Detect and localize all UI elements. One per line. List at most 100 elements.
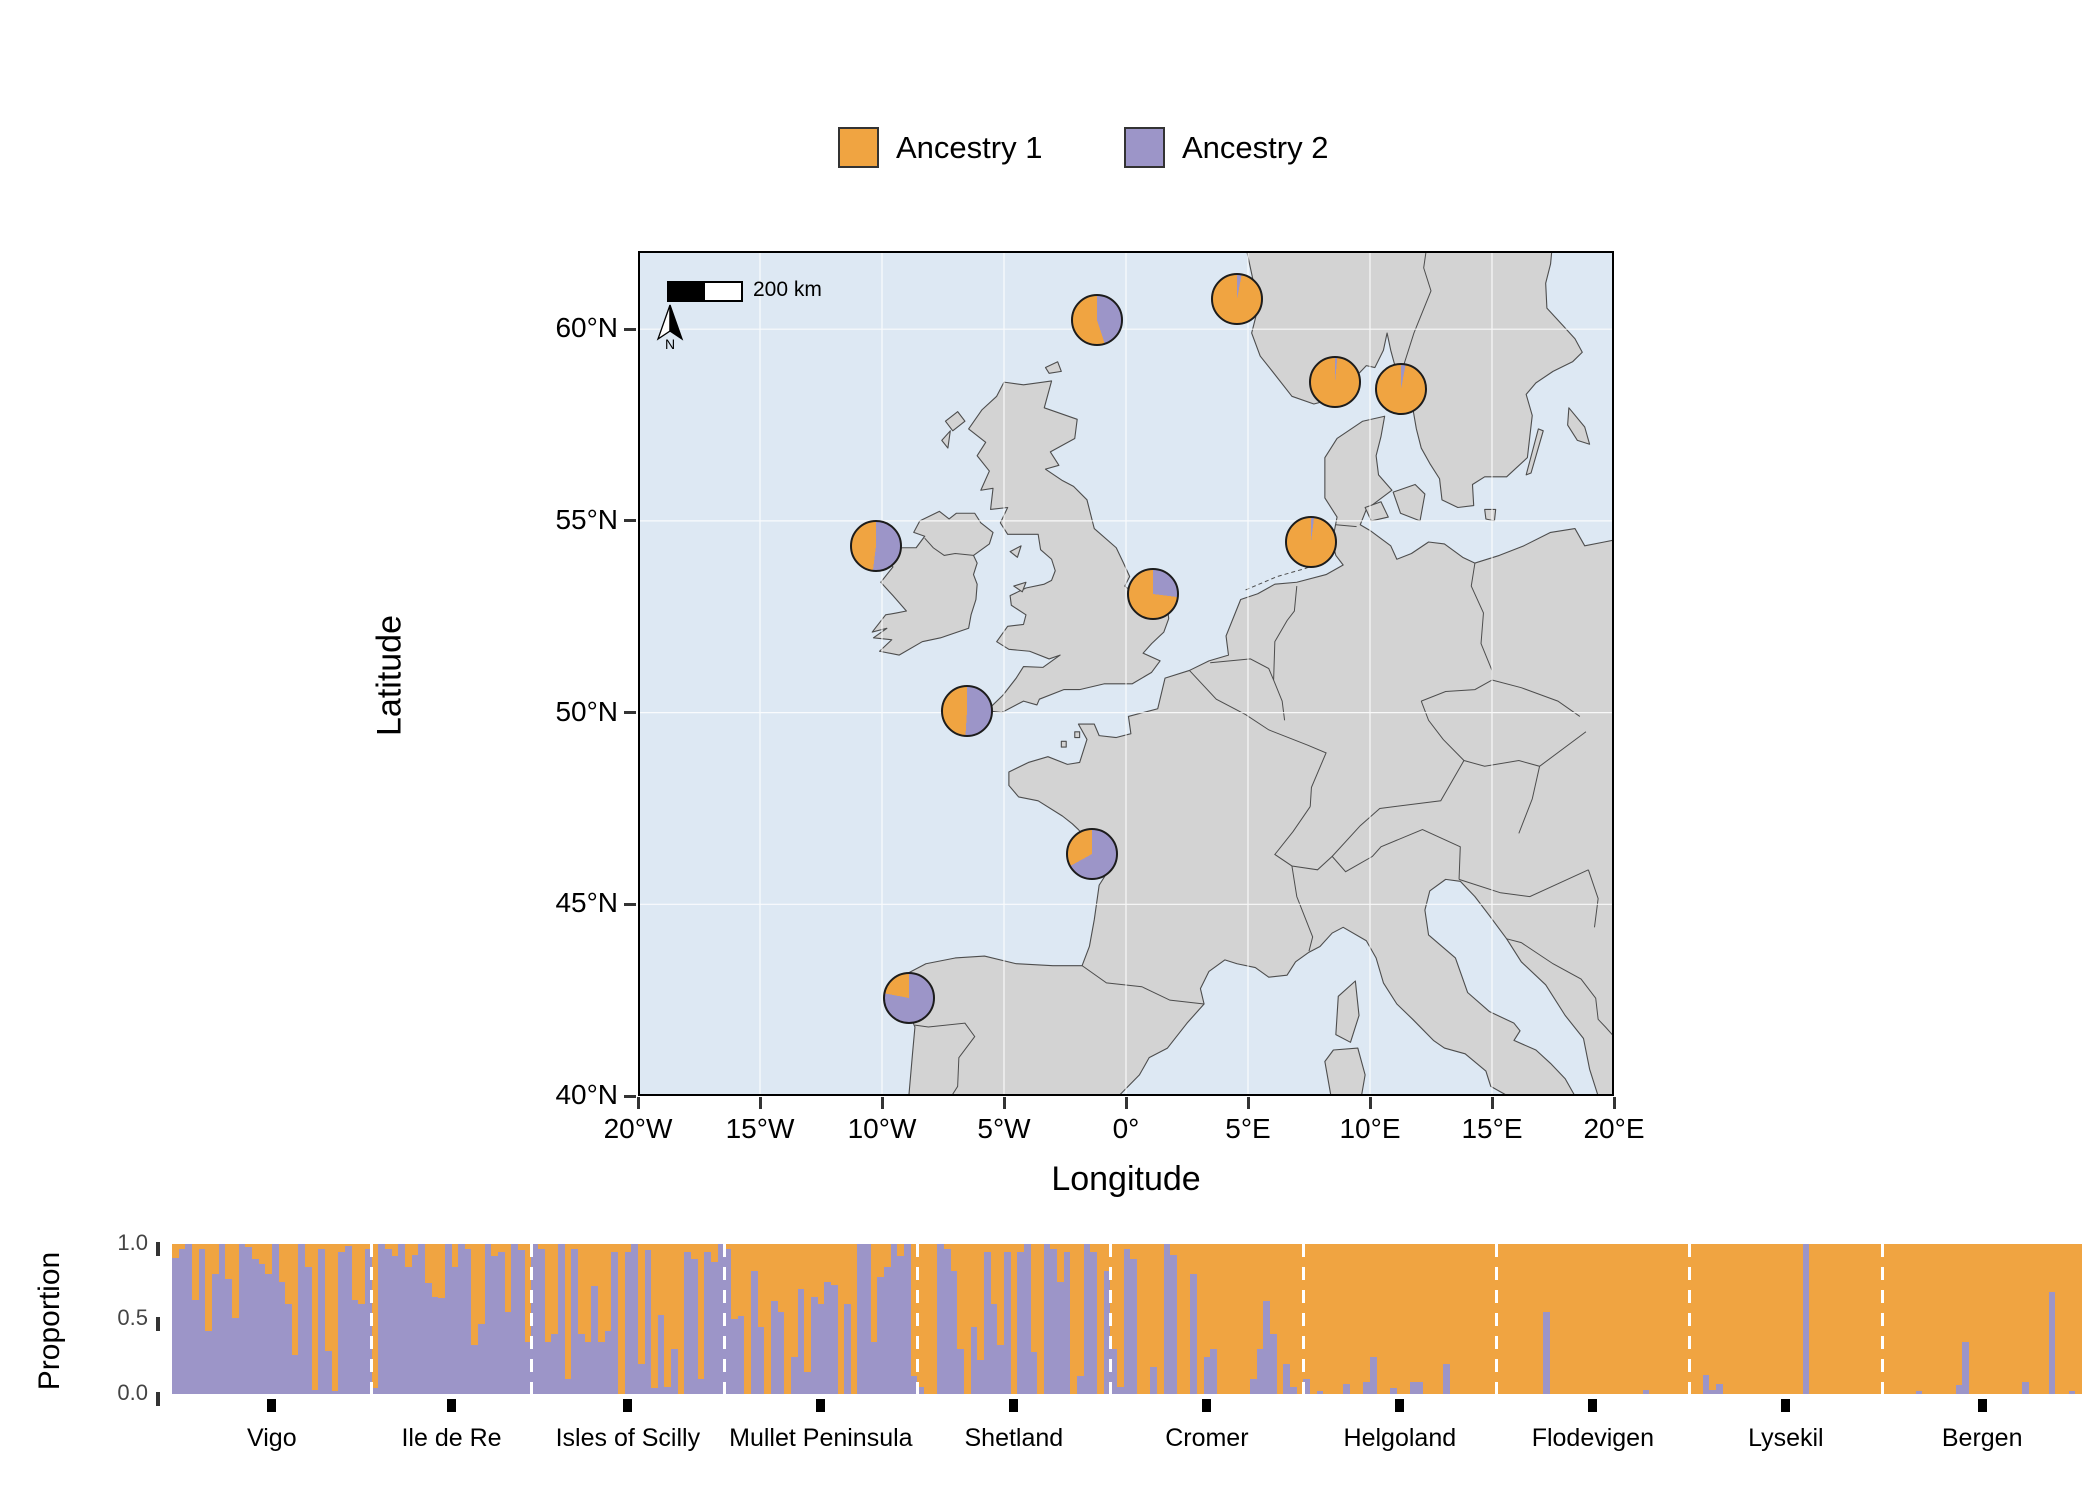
individual-bar [1336, 1244, 1344, 1394]
individual-bar [225, 1244, 232, 1394]
map-scale-bar [667, 281, 743, 302]
individual-bar [291, 1244, 299, 1394]
group-separator [1880, 1244, 1884, 1394]
individual-bar [2028, 1244, 2036, 1394]
ancestry2-segment [757, 1326, 765, 1394]
individual-bar [1715, 1244, 1723, 1394]
map-x-tick [758, 1097, 762, 1109]
individual-bar [790, 1244, 798, 1394]
individual-bar [611, 1244, 618, 1394]
individual-bar [431, 1244, 439, 1394]
individual-bar [1183, 1244, 1191, 1394]
ancestry2-segment [797, 1289, 805, 1394]
individual-bar [750, 1244, 758, 1394]
individual-bar [2015, 1244, 2023, 1394]
ancestry2-segment [804, 1371, 811, 1394]
individual-bar [1889, 1244, 1896, 1394]
individual-bar [1649, 1244, 1657, 1394]
individual-bar [837, 1244, 845, 1394]
ancestry2-segment [305, 1266, 312, 1394]
individual-bar [1908, 1244, 1916, 1394]
ancestry2-segment [245, 1247, 252, 1394]
individual-bar [1117, 1244, 1124, 1394]
individual-bar [1349, 1244, 1357, 1394]
ancestry2-segment [631, 1244, 638, 1394]
individual-bar [325, 1244, 332, 1394]
individual-bar [1090, 1244, 1098, 1394]
ancestry2-segment [904, 1244, 911, 1394]
ancestry2-segment [1369, 1356, 1377, 1394]
individual-bar [185, 1244, 192, 1394]
ancestry2-segment [1043, 1244, 1051, 1394]
ancestry2-segment [824, 1281, 831, 1394]
individual-bar [1043, 1244, 1051, 1394]
ancestry2-segment [571, 1248, 578, 1394]
individual-bar [1196, 1244, 1204, 1394]
group-tick-cromer [1202, 1399, 1212, 1412]
individual-bar [757, 1244, 765, 1394]
ancestry2-segment [544, 1341, 552, 1394]
individual-bar [1842, 1244, 1850, 1394]
individual-bar [1576, 1244, 1583, 1394]
ancestry2-segment [365, 1248, 372, 1394]
ancestry2-segment [1263, 1301, 1271, 1394]
ancestry2-segment [291, 1355, 299, 1394]
individual-bar [1622, 1244, 1630, 1394]
individual-bar [298, 1244, 306, 1394]
individual-bar [1403, 1244, 1410, 1394]
ancestry2-segment [1110, 1349, 1118, 1394]
individual-bar [1982, 1244, 1989, 1394]
landmasses [872, 251, 1614, 1096]
individual-bar [1503, 1244, 1510, 1394]
bar-group-vigo [172, 1244, 372, 1394]
ancestry2-segment [1150, 1367, 1157, 1394]
individual-bar [857, 1244, 865, 1394]
group-label-mullet-peninsula: Mullet Peninsula [729, 1424, 913, 1452]
individual-bar [824, 1244, 831, 1394]
individual-bar [1529, 1244, 1537, 1394]
individual-bar [1742, 1244, 1750, 1394]
ancestry-pie-bergen [1211, 272, 1264, 325]
ancestry2-segment [371, 1388, 379, 1394]
individual-bar [711, 1244, 718, 1394]
individual-bar [877, 1244, 885, 1394]
ancestry2-segment [1090, 1251, 1098, 1394]
individual-bar [1915, 1244, 1923, 1394]
individual-bar [1143, 1244, 1151, 1394]
individual-bar [305, 1244, 312, 1394]
ancestry2-segment [1715, 1383, 1723, 1394]
ancestry2-segment [724, 1248, 732, 1394]
ancestry2-segment [1017, 1251, 1024, 1394]
individual-bar [531, 1244, 539, 1394]
ancestry2-segment [864, 1244, 871, 1394]
individual-bar [997, 1244, 1004, 1394]
ancestry2-segment [265, 1274, 272, 1394]
individual-bar [358, 1244, 366, 1394]
ancestry2-segment [737, 1316, 745, 1394]
proportion-tick-label: 0.5 [117, 1305, 148, 1330]
legend-label-ancestry-1: Ancestry 1 [896, 130, 1043, 165]
ancestry2-segment [1955, 1385, 1963, 1394]
individual-bar [897, 1244, 905, 1394]
individual-bar [850, 1244, 858, 1394]
individual-bar [1290, 1244, 1297, 1394]
ancestry2-segment [810, 1296, 818, 1394]
individual-bar [717, 1244, 725, 1394]
individual-bar [1456, 1244, 1464, 1394]
group-label-helgoland: Helgoland [1343, 1424, 1457, 1452]
individual-bar [1163, 1244, 1171, 1394]
bar-group-bergen [1882, 1244, 2083, 1394]
ancestry2-segment [844, 1304, 851, 1394]
ancestry2-segment [478, 1323, 485, 1394]
ancestry2-segment [983, 1251, 991, 1394]
individual-bar [1077, 1244, 1084, 1394]
individual-bar [1835, 1244, 1843, 1394]
map-x-tick [880, 1097, 884, 1109]
map-x-tick-label: 20°E [1583, 1113, 1645, 1144]
individual-bar [1103, 1244, 1111, 1394]
individual-bar [1895, 1244, 1903, 1394]
individual-bar [498, 1244, 505, 1394]
individual-bar [1729, 1244, 1736, 1394]
ancestry2-segment [870, 1341, 878, 1394]
